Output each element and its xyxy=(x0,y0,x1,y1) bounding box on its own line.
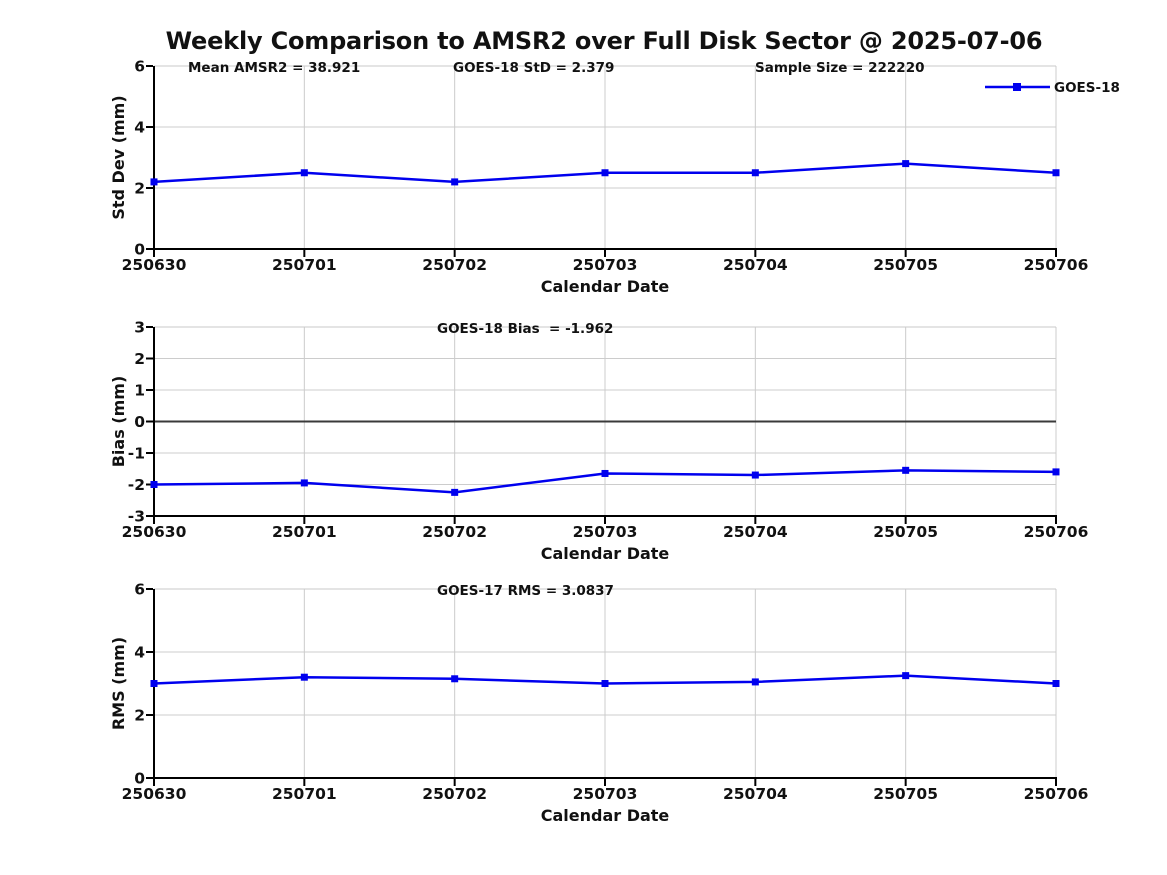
x-tick-label: 250705 xyxy=(873,523,938,541)
data-marker xyxy=(601,169,609,177)
x-tick-label: 250701 xyxy=(272,256,337,274)
x-tick-label: 250706 xyxy=(1024,785,1089,803)
data-marker xyxy=(751,471,759,479)
data-marker xyxy=(601,680,609,687)
y-tick-label: -2 xyxy=(128,476,145,494)
x-tick-label: 250702 xyxy=(422,256,487,274)
legend-label: GOES-18 xyxy=(1054,80,1120,96)
y-tick-label: -3 xyxy=(128,508,145,526)
y-tick-label: 6 xyxy=(134,581,145,599)
x-tick-label: 250701 xyxy=(272,785,337,803)
x-tick-label: 250701 xyxy=(272,523,337,541)
x-tick-label: 250706 xyxy=(1024,523,1089,541)
x-axis-label: Calendar Date xyxy=(541,544,670,563)
x-axis-label: Calendar Date xyxy=(541,277,670,296)
data-marker xyxy=(1052,680,1060,687)
y-tick-label: 0 xyxy=(134,413,145,431)
data-marker xyxy=(150,178,158,186)
data-marker xyxy=(451,675,459,683)
x-tick-label: 250704 xyxy=(723,256,788,274)
x-tick-label: 250702 xyxy=(422,523,487,541)
data-marker xyxy=(1052,169,1060,177)
plot-annotation: Mean AMSR2 = 38.921 xyxy=(188,60,360,76)
x-tick-label: 250703 xyxy=(573,256,638,274)
x-axis-label: Calendar Date xyxy=(541,806,670,825)
x-tick-label: 250630 xyxy=(122,256,187,274)
x-tick-label: 250704 xyxy=(723,785,788,803)
x-tick-label: 250705 xyxy=(873,785,938,803)
x-tick-label: 250706 xyxy=(1024,256,1089,274)
x-tick-label: 250703 xyxy=(573,785,638,803)
data-marker xyxy=(902,672,910,680)
data-marker xyxy=(451,488,459,496)
bias-plot: 250630 250701 250702 250703 250704 250705 2507… xyxy=(109,319,1088,564)
legend-marker xyxy=(1013,83,1021,91)
data-marker xyxy=(601,469,609,477)
y-axis-label: Bias (mm) xyxy=(109,376,128,468)
x-tick-label: 250703 xyxy=(573,523,638,541)
figure-title: Weekly Comparison to AMSR2 over Full Dis… xyxy=(165,27,1043,55)
y-tick-label: 3 xyxy=(134,319,145,337)
plot-annotation: Sample Size = 222220 xyxy=(755,60,924,76)
data-marker xyxy=(300,169,308,177)
y-tick-label: 4 xyxy=(134,644,145,662)
data-marker xyxy=(300,479,308,487)
x-tick-label: 250702 xyxy=(422,785,487,803)
rms-plot: 250630 250701 250702 250703 250704 250705 2507… xyxy=(109,581,1088,826)
y-tick-label: 2 xyxy=(134,350,145,368)
y-axis-label: Std Dev (mm) xyxy=(109,95,128,219)
plot-annotation: GOES-18 Bias = -1.962 xyxy=(437,321,613,337)
x-tick-label: 250630 xyxy=(122,523,187,541)
plot-annotation: GOES-18 StD = 2.379 xyxy=(453,60,614,76)
y-tick-label: -1 xyxy=(128,445,145,463)
y-tick-label: 6 xyxy=(134,58,145,76)
data-marker xyxy=(751,169,759,177)
plot-annotation: GOES-17 RMS = 3.0837 xyxy=(437,583,614,599)
y-tick-label: 1 xyxy=(134,382,145,400)
x-tick-label: 250704 xyxy=(723,523,788,541)
data-marker xyxy=(150,680,158,687)
std-dev-plot: 250630 250701 250702 250703 250704 250705 2507… xyxy=(109,58,1120,297)
y-tick-label: 2 xyxy=(134,707,145,725)
y-axis-label: RMS (mm) xyxy=(109,637,128,730)
legend: GOES-18 xyxy=(985,80,1120,96)
data-marker xyxy=(902,160,910,168)
y-tick-label: 4 xyxy=(134,119,145,137)
data-marker xyxy=(902,466,910,474)
x-tick-label: 250630 xyxy=(122,785,187,803)
y-tick-label: 2 xyxy=(134,180,145,198)
y-tick-label: 0 xyxy=(134,770,145,788)
data-marker xyxy=(451,178,459,186)
data-marker xyxy=(751,678,759,686)
y-tick-label: 0 xyxy=(134,241,145,259)
data-marker xyxy=(300,673,308,681)
data-marker xyxy=(150,481,158,488)
data-marker xyxy=(1052,468,1060,476)
x-tick-label: 250705 xyxy=(873,256,938,274)
